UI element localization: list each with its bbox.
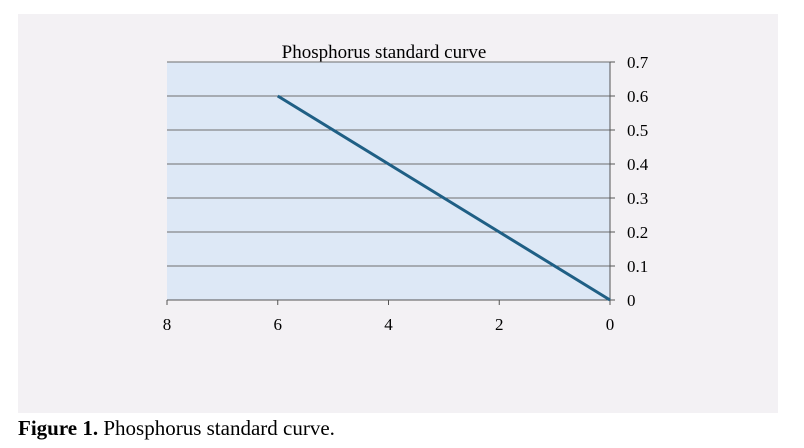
x-tick-label: 6: [274, 315, 283, 334]
series-layer: [276, 94, 611, 302]
figure-caption: Figure 1. Phosphorus standard curve.: [18, 416, 335, 441]
x-tick-label: 0: [606, 315, 615, 334]
y-tick-label: 0.1: [627, 257, 648, 276]
x-tick-label: 2: [495, 315, 504, 334]
series-line: [276, 94, 611, 302]
y-tick-label: 0.5: [627, 121, 648, 140]
x-tick-label: 8: [163, 315, 172, 334]
tick-marks: [166, 61, 615, 305]
y-tick-label: 0.7: [627, 53, 649, 72]
y-tick-label: 0.2: [627, 223, 648, 242]
y-tick-label: 0.3: [627, 189, 648, 208]
plot-area: [167, 62, 610, 300]
y-tick-label: 0.6: [627, 87, 648, 106]
caption-label: Figure 1.: [18, 416, 99, 440]
x-tick-label: 4: [384, 315, 393, 334]
tick-labels: 0 0.1 0.2 0.3 0.4 0.5 0.6 0.7 8 6 4 2 0: [163, 53, 649, 334]
gridlines: [167, 61, 610, 267]
y-tick-label: 0: [627, 291, 636, 310]
y-tick-label: 0.4: [627, 155, 649, 174]
caption-text: Phosphorus standard curve.: [98, 416, 335, 440]
chart-title: Phosphorus standard curve: [281, 42, 487, 63]
